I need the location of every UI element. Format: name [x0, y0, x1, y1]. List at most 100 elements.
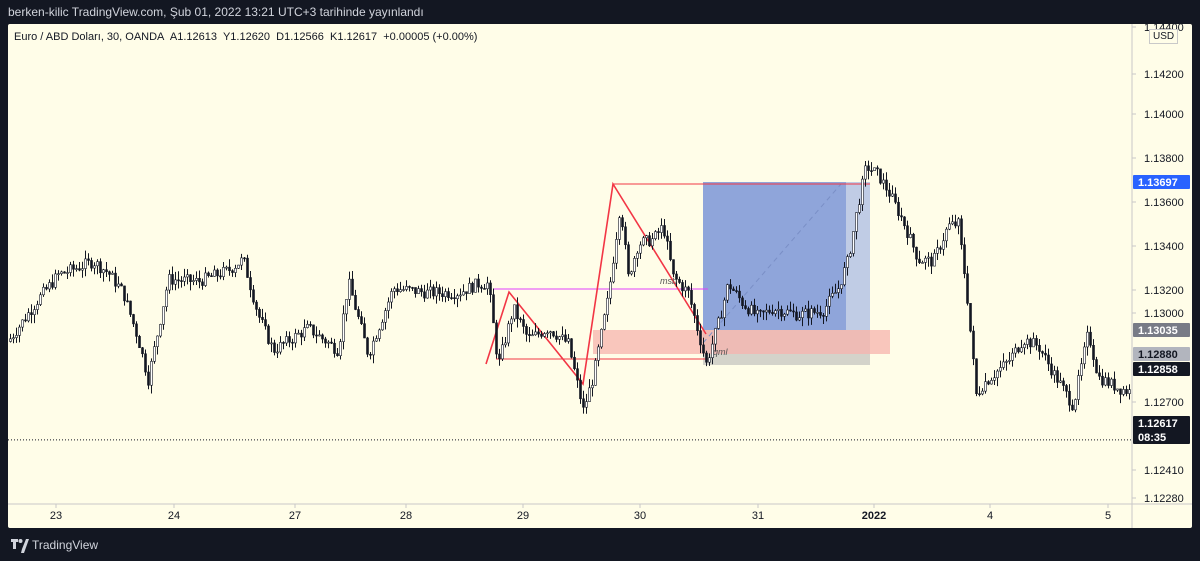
candle-body [759, 309, 762, 312]
candle-body [180, 280, 183, 282]
candle-body [189, 274, 192, 282]
candle-body [867, 165, 870, 171]
candle-body [198, 278, 201, 283]
candle-body [513, 304, 516, 320]
candle-body [18, 326, 21, 336]
candle-body [309, 324, 312, 326]
candle-body [378, 329, 381, 339]
candle-body [1011, 352, 1014, 361]
candle-body [504, 342, 507, 346]
candle-body [312, 324, 315, 336]
candle-body [21, 319, 24, 328]
candle-body [447, 291, 450, 298]
candle-body [741, 297, 744, 306]
candle-body [531, 334, 534, 337]
candle-body [582, 398, 585, 408]
trade-path-dashed [702, 183, 842, 344]
candle-body [924, 257, 927, 263]
candle-body [1041, 351, 1044, 354]
candle-body [951, 221, 954, 225]
candle-body [960, 218, 963, 246]
candle-body [1047, 354, 1050, 365]
price-tag-target [1133, 175, 1190, 189]
candle-body [42, 286, 45, 296]
candle-body [1029, 338, 1032, 348]
price-chart[interactable]: 1.144001.142001.140001.138001.136001.134… [8, 24, 1192, 528]
candle-body [435, 287, 438, 297]
y-tick-label: 1.13600 [1144, 197, 1184, 209]
open-value: 1.12613 [177, 31, 218, 43]
candle-body [783, 313, 786, 317]
candle-body [243, 257, 246, 260]
candle-body [609, 281, 612, 299]
annotation-qml: qml [713, 347, 729, 357]
candle-body [339, 341, 342, 356]
candle-body [240, 257, 243, 266]
candle-body [63, 271, 66, 274]
candle-body [984, 381, 987, 392]
currency-badge[interactable]: USD [1149, 29, 1179, 44]
candle-body [306, 324, 309, 328]
candle-body [351, 278, 354, 296]
candle-body [33, 309, 36, 315]
candle-body [471, 282, 474, 293]
candle-body [84, 258, 87, 269]
candle-body [273, 342, 276, 353]
candle-body [600, 328, 603, 348]
candle-body [1002, 361, 1005, 368]
candle-body [501, 344, 504, 360]
candle-body [432, 286, 435, 297]
candle-body [858, 204, 861, 213]
candle-body [816, 312, 819, 314]
candle-body [24, 319, 27, 322]
candle-body [27, 312, 30, 322]
candle-body [573, 356, 576, 369]
high-value: 1.12620 [230, 31, 271, 43]
candle-body [474, 278, 477, 293]
candle-body [444, 291, 447, 297]
chart-area[interactable]: 1.144001.142001.140001.138001.136001.134… [8, 24, 1192, 528]
candle-body [60, 271, 63, 274]
candle-body [186, 274, 189, 278]
candle-body [771, 312, 774, 314]
candle-body [648, 235, 651, 247]
candle-body [843, 267, 846, 286]
candle-body [258, 309, 261, 318]
candle-body [402, 289, 405, 291]
candle-body [1092, 344, 1095, 360]
candle-body [399, 289, 402, 293]
price-tag-label: 1.12617 [1138, 418, 1178, 430]
x-tick-label: 31 [752, 510, 764, 522]
candle-body [693, 304, 696, 316]
candle-body [993, 377, 996, 381]
tradingview-brand: TradingView [32, 538, 99, 552]
candle-body [303, 327, 306, 338]
candle-body [114, 272, 117, 287]
open-label: A [169, 31, 178, 43]
candle-body [972, 330, 975, 360]
x-tick-label: 28 [400, 510, 412, 522]
candle-body [705, 352, 708, 363]
candle-body [414, 287, 417, 294]
candle-body [738, 290, 741, 299]
candle-body [1008, 360, 1011, 362]
candle-body [162, 306, 165, 325]
candle-body [720, 317, 723, 319]
candle-body [171, 274, 174, 285]
high-label: Y [222, 31, 231, 43]
candle-body [330, 341, 333, 344]
target-zone [703, 182, 870, 330]
qml-pattern-lines [485, 181, 707, 386]
candle-body [942, 240, 945, 250]
y-tick-label: 1.12700 [1144, 397, 1184, 409]
candle-body [213, 269, 216, 277]
candle-body [810, 308, 813, 319]
candle-body [144, 353, 147, 373]
candle-body [594, 360, 597, 386]
candle-body [549, 331, 552, 334]
candle-body [441, 293, 444, 297]
candle-body [729, 284, 732, 290]
candle-body [174, 279, 177, 285]
candle-body [429, 286, 432, 291]
candle-body [237, 264, 240, 269]
